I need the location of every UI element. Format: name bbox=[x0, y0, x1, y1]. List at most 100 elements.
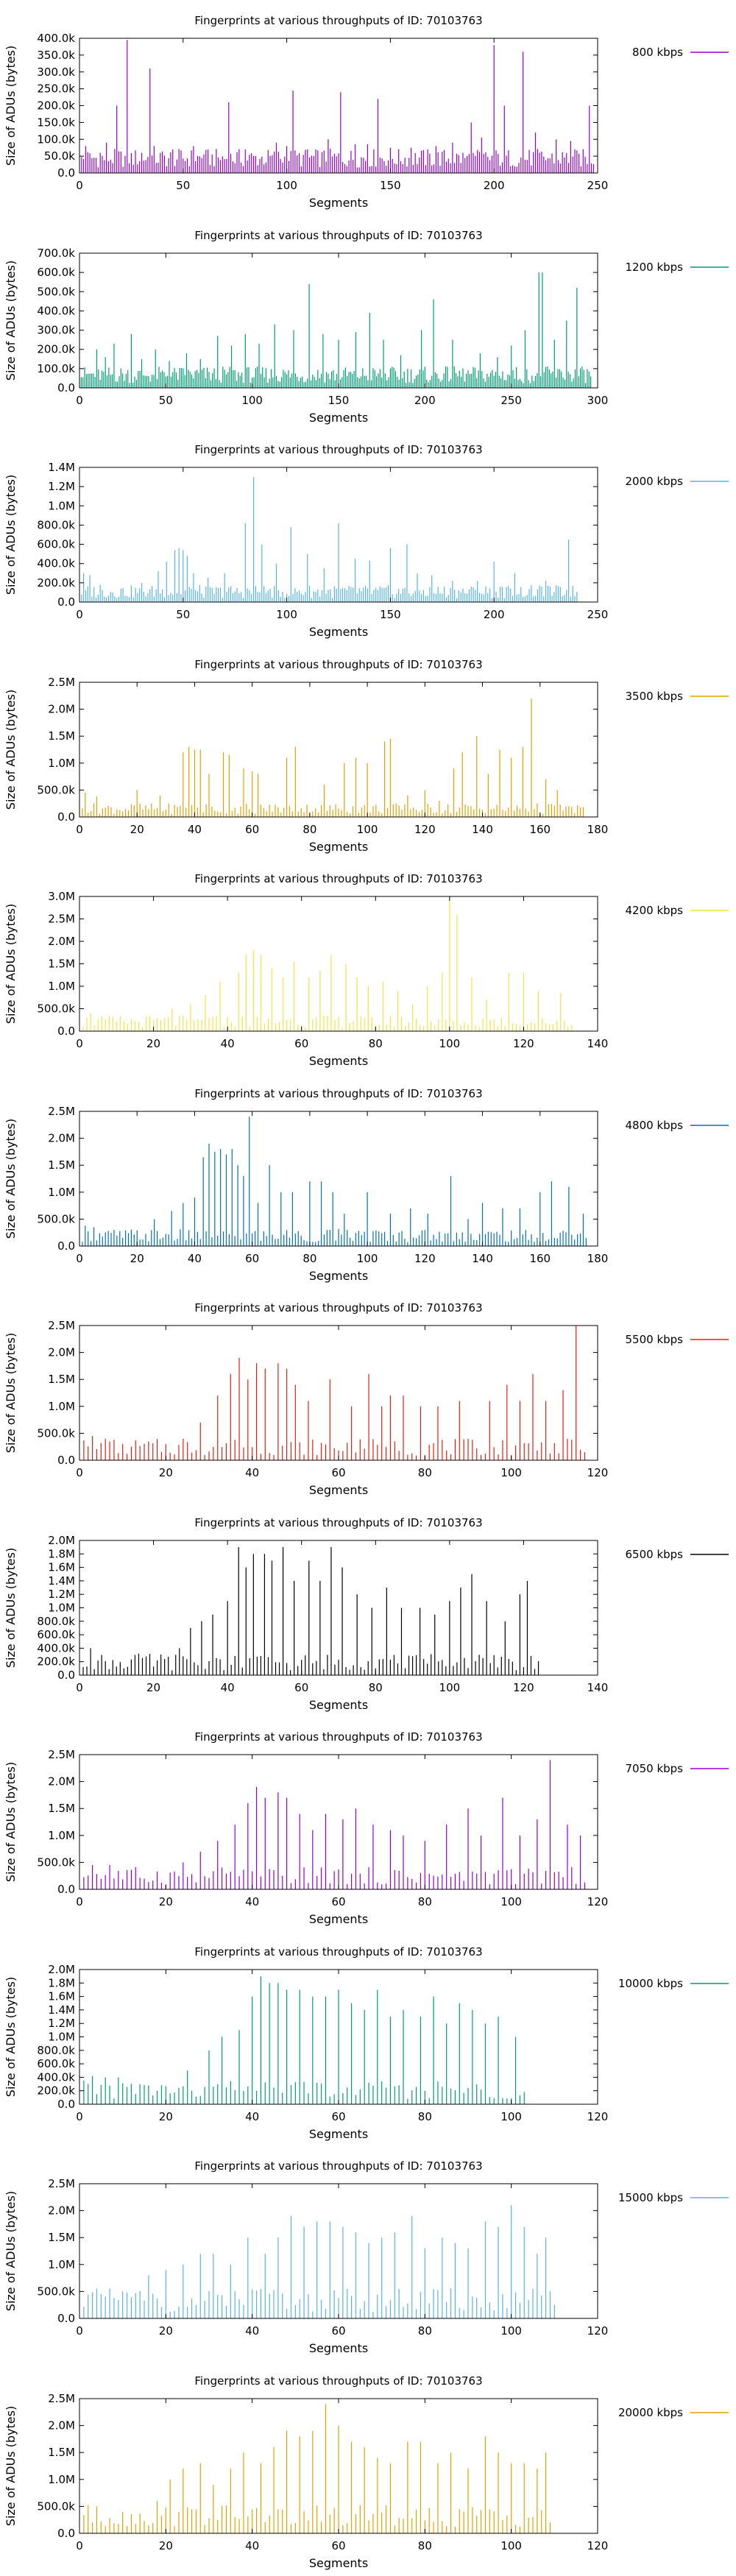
x-tick-label: 120 bbox=[414, 823, 436, 836]
x-tick-label: 120 bbox=[587, 2110, 609, 2123]
bar-series bbox=[83, 2205, 555, 2318]
chart-title: Fingerprints at various throughputs of I… bbox=[194, 1945, 482, 1958]
y-tick-label: 2.0M bbox=[48, 1346, 75, 1359]
y-tick-label: 2.5M bbox=[48, 1748, 75, 1761]
y-tick-label: 1.0M bbox=[48, 2030, 75, 2043]
x-tick-label: 140 bbox=[587, 1037, 609, 1050]
x-tick-label: 0 bbox=[76, 1895, 83, 1908]
y-tick-label: 2.5M bbox=[48, 676, 75, 689]
x-tick-label: 50 bbox=[159, 394, 173, 407]
y-tick-label: 0.0 bbox=[57, 1025, 75, 1038]
x-axis-label: Segments bbox=[309, 2556, 368, 2570]
chart-title: Fingerprints at various throughputs of I… bbox=[194, 229, 482, 242]
plot-frame bbox=[79, 896, 598, 1032]
bar-series bbox=[81, 477, 578, 602]
x-tick-label: 160 bbox=[529, 1252, 551, 1265]
y-tick-label: 1.4M bbox=[48, 1574, 75, 1587]
x-tick-label: 180 bbox=[587, 823, 609, 836]
bar-series bbox=[83, 1326, 586, 1460]
x-tick-label: 200 bbox=[414, 394, 436, 407]
x-axis-label: Segments bbox=[309, 2341, 368, 2355]
bar-series bbox=[81, 40, 594, 173]
x-tick-label: 140 bbox=[472, 1252, 493, 1265]
chart-title: Fingerprints at various throughputs of I… bbox=[194, 443, 482, 456]
legend-label: 7050 kbps bbox=[626, 1762, 684, 1775]
y-tick-label: 1.0M bbox=[48, 756, 75, 769]
x-tick-label: 100 bbox=[500, 2324, 522, 2338]
bar-series bbox=[82, 698, 584, 817]
chart-panel: Fingerprints at various throughputs of I… bbox=[4, 229, 729, 425]
y-tick-label: 1.0M bbox=[48, 2472, 75, 2485]
chart-panel: Fingerprints at various throughputs of I… bbox=[4, 1730, 729, 1926]
x-tick-label: 50 bbox=[176, 179, 190, 192]
y-tick-label: 500.0k bbox=[37, 2499, 75, 2513]
y-tick-label: 1.0M bbox=[48, 1601, 75, 1614]
y-tick-label: 0.0 bbox=[57, 810, 75, 824]
chart-panel: Fingerprints at various throughputs of I… bbox=[4, 2374, 729, 2570]
y-tick-label: 800.0k bbox=[37, 1614, 75, 1627]
y-tick-label: 500.0k bbox=[37, 2285, 75, 2298]
x-tick-label: 40 bbox=[188, 1252, 202, 1265]
chart-title: Fingerprints at various throughputs of I… bbox=[194, 1730, 482, 1744]
legend-label: 15000 kbps bbox=[618, 2191, 683, 2204]
x-tick-label: 20 bbox=[159, 2324, 173, 2338]
chart-panel: Fingerprints at various throughputs of I… bbox=[4, 2159, 729, 2355]
x-tick-label: 40 bbox=[245, 2324, 259, 2338]
y-tick-label: 1.8M bbox=[48, 1547, 75, 1560]
x-tick-label: 80 bbox=[418, 1895, 432, 1908]
legend-label: 4800 kbps bbox=[626, 1119, 684, 1132]
x-tick-label: 0 bbox=[76, 1681, 83, 1694]
x-tick-label: 0 bbox=[76, 2110, 83, 2123]
x-tick-label: 250 bbox=[587, 608, 609, 621]
y-tick-label: 2.5M bbox=[48, 913, 75, 926]
chart-title: Fingerprints at various throughputs of I… bbox=[194, 14, 482, 27]
y-tick-label: 700.0k bbox=[37, 247, 75, 260]
bar-series bbox=[83, 1975, 525, 2104]
y-tick-label: 2.0M bbox=[48, 1131, 75, 1144]
y-tick-label: 250.0k bbox=[37, 82, 75, 96]
x-axis-label: Segments bbox=[309, 840, 368, 854]
y-tick-label: 1.2M bbox=[48, 2017, 75, 2030]
y-tick-label: 150.0k bbox=[37, 116, 75, 129]
chart-panel: Fingerprints at various throughputs of I… bbox=[4, 14, 729, 210]
y-tick-label: 400.0k bbox=[37, 2070, 75, 2084]
x-tick-label: 120 bbox=[587, 1895, 609, 1908]
x-tick-label: 100 bbox=[241, 394, 263, 407]
chart-title: Fingerprints at various throughputs of I… bbox=[194, 1301, 482, 1314]
x-tick-label: 100 bbox=[276, 179, 297, 192]
x-tick-label: 40 bbox=[188, 823, 202, 836]
x-tick-label: 80 bbox=[302, 1252, 316, 1265]
y-tick-label: 0.0 bbox=[57, 1239, 75, 1253]
x-tick-label: 0 bbox=[76, 2539, 83, 2552]
y-axis-label: Size of ADUs (bytes) bbox=[4, 689, 18, 809]
x-tick-label: 100 bbox=[500, 2110, 522, 2123]
x-tick-label: 60 bbox=[294, 1681, 308, 1694]
y-tick-label: 1.0M bbox=[48, 2258, 75, 2271]
y-tick-label: 2.0M bbox=[48, 1534, 75, 1547]
y-tick-label: 300.0k bbox=[37, 323, 75, 336]
x-tick-label: 100 bbox=[276, 608, 297, 621]
y-tick-label: 1.0M bbox=[48, 499, 75, 512]
y-tick-label: 400.0k bbox=[37, 32, 75, 45]
x-tick-label: 60 bbox=[331, 1895, 345, 1908]
legend-label: 5500 kbps bbox=[626, 1333, 684, 1346]
x-tick-label: 100 bbox=[357, 823, 378, 836]
chart-title: Fingerprints at various throughputs of I… bbox=[194, 872, 482, 885]
y-tick-label: 200.0k bbox=[37, 2084, 75, 2097]
y-tick-label: 1.5M bbox=[48, 2446, 75, 2459]
x-tick-label: 60 bbox=[331, 2324, 345, 2338]
y-tick-label: 500.0k bbox=[37, 783, 75, 796]
y-tick-label: 1.0M bbox=[48, 1185, 75, 1198]
x-tick-label: 0 bbox=[76, 608, 83, 621]
x-axis-label: Segments bbox=[309, 196, 368, 210]
y-tick-label: 500.0k bbox=[37, 1212, 75, 1225]
x-axis-label: Segments bbox=[309, 1483, 368, 1497]
x-tick-label: 60 bbox=[331, 2110, 345, 2123]
x-tick-label: 250 bbox=[500, 394, 522, 407]
y-tick-label: 600.0k bbox=[37, 1628, 75, 1641]
x-tick-label: 80 bbox=[418, 2539, 432, 2552]
y-axis-label: Size of ADUs (bytes) bbox=[4, 2191, 18, 2311]
x-tick-label: 20 bbox=[146, 1037, 160, 1050]
x-tick-label: 80 bbox=[369, 1681, 383, 1694]
y-tick-label: 0.0 bbox=[57, 2098, 75, 2111]
